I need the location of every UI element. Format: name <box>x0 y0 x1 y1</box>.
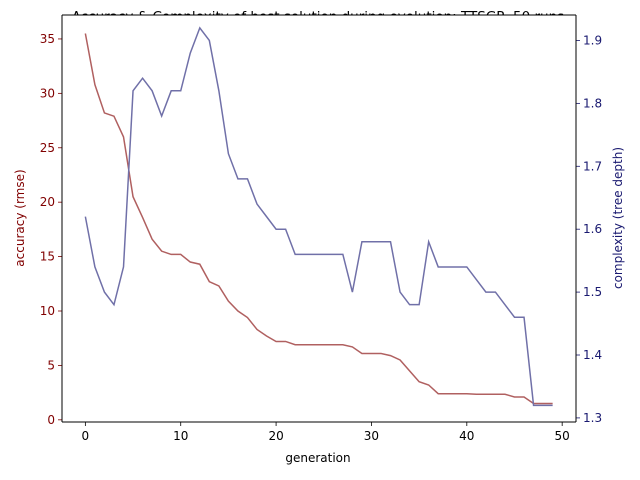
left-tick-label: 20 <box>40 195 55 209</box>
right-y-axis: 1.3 1.4 1.5 1.6 1.7 1.8 1.9 <box>576 33 602 425</box>
left-tick-label: 35 <box>40 32 55 46</box>
left-tick-label: 30 <box>40 86 55 100</box>
x-tick-label: 20 <box>268 429 283 443</box>
x-tick-label: 30 <box>364 429 379 443</box>
left-tick-label: 15 <box>40 250 55 264</box>
right-tick-label: 1.8 <box>583 96 602 110</box>
right-tick-label: 1.7 <box>583 159 602 173</box>
x-tick-label: 0 <box>82 429 90 443</box>
plot-area <box>62 15 576 422</box>
plot-frame <box>61 14 577 423</box>
left-tick-label: 0 <box>47 413 55 427</box>
x-tick-label: 50 <box>555 429 570 443</box>
complexity-series-line <box>84 26 553 407</box>
x-axis-label: generation <box>285 451 350 465</box>
right-tick-label: 1.9 <box>583 33 602 47</box>
left-tick-label: 10 <box>40 304 55 318</box>
right-tick-label: 1.3 <box>583 411 602 425</box>
left-tick-label: 25 <box>40 141 55 155</box>
x-tick-label: 40 <box>459 429 474 443</box>
x-axis: 0 10 20 30 40 50 <box>82 422 570 443</box>
right-axis-label: complexity (tree depth) <box>611 147 625 289</box>
left-tick-label: 5 <box>47 358 55 372</box>
right-tick-label: 1.6 <box>583 222 602 236</box>
left-axis-label: accuracy (rmse) <box>13 169 27 266</box>
x-tick-label: 10 <box>173 429 188 443</box>
right-tick-label: 1.5 <box>583 285 602 299</box>
left-y-axis: 0 5 10 15 20 25 30 35 <box>40 32 62 427</box>
right-tick-label: 1.4 <box>583 348 602 362</box>
accuracy-series-line <box>84 33 553 405</box>
